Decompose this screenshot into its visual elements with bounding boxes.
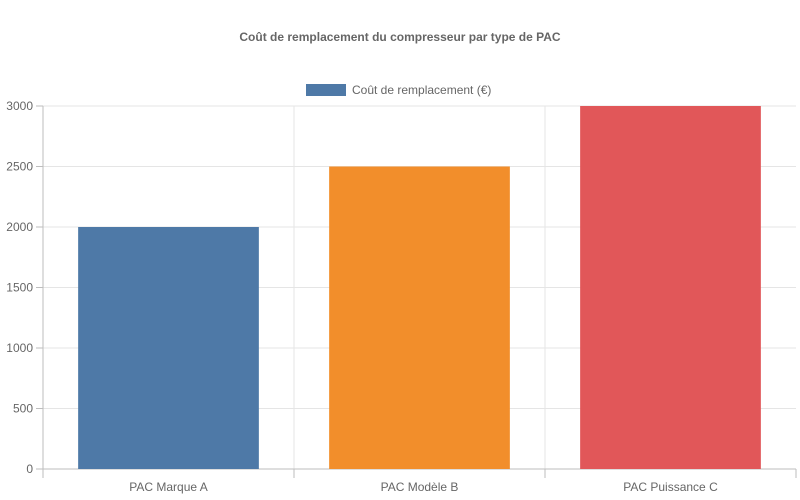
x-tick-label: PAC Marque A <box>129 480 207 494</box>
y-tick-label: 0 <box>26 462 33 476</box>
bar <box>329 166 510 469</box>
legend-swatch <box>306 84 346 96</box>
legend: Coût de remplacement (€) <box>306 83 491 97</box>
bars <box>78 106 761 469</box>
y-tick-label: 2500 <box>6 160 33 174</box>
x-tick-label: PAC Puissance C <box>623 480 718 494</box>
y-tick-label: 1500 <box>6 281 33 295</box>
bar <box>78 227 259 469</box>
y-tick-label: 3000 <box>6 99 33 113</box>
y-tick-label: 1000 <box>6 341 33 355</box>
legend-label: Coût de remplacement (€) <box>352 83 491 97</box>
x-tick-label: PAC Modèle B <box>381 480 459 494</box>
x-axis-ticks: PAC Marque A PAC Modèle B PAC Puissance C <box>129 480 718 494</box>
y-tick-label: 500 <box>13 402 33 416</box>
chart-title: Coût de remplacement du compresseur par … <box>239 30 561 44</box>
bar <box>580 106 761 469</box>
y-axis-ticks: 0 500 1000 1500 2000 2500 3000 <box>6 99 33 476</box>
y-tick-label: 2000 <box>6 220 33 234</box>
